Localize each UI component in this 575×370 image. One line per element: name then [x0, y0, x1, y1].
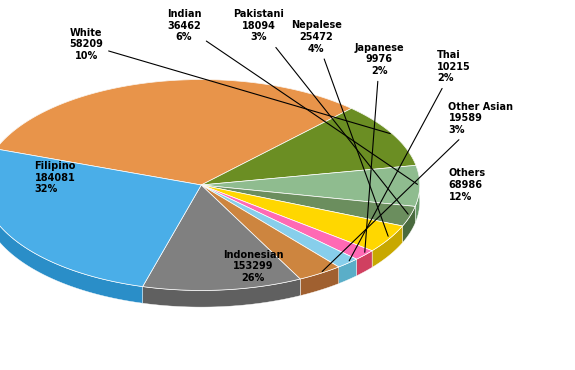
Text: White
58209
10%: White 58209 10% — [70, 28, 390, 134]
Polygon shape — [356, 251, 372, 276]
Polygon shape — [0, 149, 201, 287]
Text: Other Asian
19589
3%: Other Asian 19589 3% — [322, 102, 513, 272]
Text: Indonesian
153299
26%: Indonesian 153299 26% — [223, 250, 283, 283]
Text: Japanese
9976
2%: Japanese 9976 2% — [355, 43, 404, 252]
Text: Thai
10215
2%: Thai 10215 2% — [349, 50, 471, 261]
Polygon shape — [201, 185, 339, 279]
Polygon shape — [372, 226, 402, 268]
Polygon shape — [201, 108, 416, 185]
Polygon shape — [0, 80, 351, 166]
Polygon shape — [143, 185, 300, 290]
Polygon shape — [351, 108, 416, 182]
Polygon shape — [0, 80, 351, 185]
Polygon shape — [300, 267, 339, 296]
Text: Indian
36462
6%: Indian 36462 6% — [167, 9, 417, 184]
Text: Filipino
184081
32%: Filipino 184081 32% — [34, 161, 76, 194]
Polygon shape — [0, 149, 143, 303]
Text: Nepalese
25472
4%: Nepalese 25472 4% — [291, 20, 388, 236]
Polygon shape — [143, 279, 300, 307]
Polygon shape — [415, 165, 420, 223]
Polygon shape — [201, 185, 402, 251]
Polygon shape — [201, 165, 420, 206]
Polygon shape — [201, 185, 356, 267]
Text: Others
68986
12%: Others 68986 12% — [448, 168, 486, 202]
Polygon shape — [402, 206, 415, 243]
Text: Pakistani
18094
3%: Pakistani 18094 3% — [233, 9, 408, 214]
Polygon shape — [339, 259, 356, 283]
Polygon shape — [201, 185, 415, 226]
Polygon shape — [201, 185, 372, 259]
